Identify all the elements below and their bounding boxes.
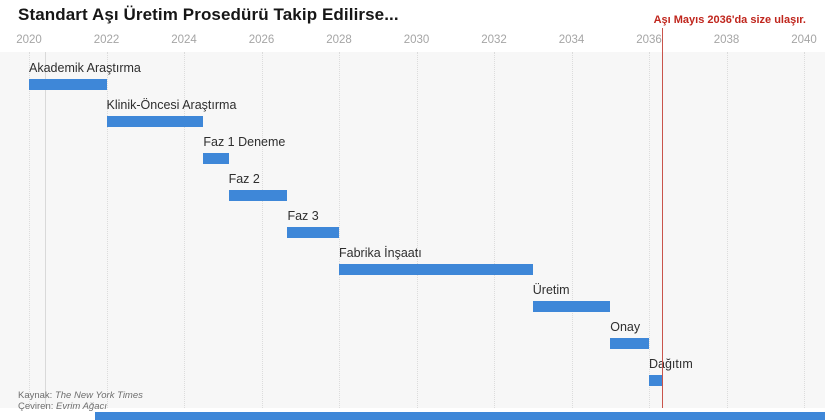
gridline-2038 <box>726 52 728 408</box>
task-bar <box>339 264 533 275</box>
task-bar <box>29 79 107 90</box>
task-bar <box>532 301 611 312</box>
gridline-2034 <box>571 52 573 408</box>
translator-label: Çeviren: <box>18 400 57 412</box>
task-label: Akademik Araştırma <box>29 61 141 75</box>
gridline-2024 <box>184 52 185 408</box>
gridline-2028 <box>339 52 340 408</box>
gridline-2032 <box>494 52 495 408</box>
task-label: Üretim <box>532 283 570 297</box>
gridline-2026 <box>261 52 263 408</box>
axis-tick-2036: 2036 <box>636 34 662 46</box>
task-label: Onay <box>610 320 641 334</box>
translator-line: Çeviren: Evrim Ağacı <box>18 400 143 413</box>
gridline-2040 <box>804 52 805 408</box>
axis-tick-2038: 2038 <box>713 34 740 46</box>
axis-tick-2040: 2040 <box>791 34 817 46</box>
plot-area: Akademik Araştırma Klinik-Öncesi Araştırm… <box>0 52 825 408</box>
axis-tick-2034: 2034 <box>558 34 585 46</box>
task-label: Fabrika İnşaatı <box>339 246 422 260</box>
deadline-annotation: Aşı Mayıs 2036'da size ulaşır. <box>653 14 806 26</box>
task-label: Faz 2 <box>228 172 260 186</box>
axis-tick-2022: 2022 <box>93 34 120 46</box>
translator-name: Evrim Ağacı <box>56 400 107 412</box>
task-bar <box>203 153 229 164</box>
axis-tick-2024: 2024 <box>171 34 197 46</box>
axis-tick-2020: 2020 <box>16 34 42 46</box>
axis-tick-2030: 2030 <box>403 34 430 46</box>
task-bar <box>649 375 662 386</box>
axis-tick-2026: 2026 <box>248 34 275 46</box>
chart-title: Standart Aşı Üretim Prosedürü Takip Edil… <box>18 5 399 24</box>
task-label: Faz 1 Deneme <box>203 135 286 149</box>
source-name: The New York Times <box>54 390 143 401</box>
task-bar <box>228 190 288 201</box>
source-note: Kaynak: The New York Times Çeviren: Evri… <box>18 390 143 413</box>
task-bar <box>610 338 649 349</box>
gridline-2030 <box>416 52 418 408</box>
task-bar <box>106 116 204 127</box>
next-chart-partial-bar <box>94 412 825 420</box>
gridline-2036 <box>649 52 650 408</box>
task-label: Klinik-Öncesi Araştırma <box>106 98 237 112</box>
task-label: Faz 3 <box>287 209 319 223</box>
axis-tick-2028: 2028 <box>326 34 352 46</box>
source-line: Kaynak: The New York Times <box>18 390 143 402</box>
task-label: Dağıtım <box>649 357 693 371</box>
today-marker-line <box>44 52 46 408</box>
task-bar <box>287 227 339 238</box>
deadline-marker-line <box>661 28 664 408</box>
gridline-2022 <box>106 52 108 408</box>
gridline-2020 <box>29 52 30 408</box>
source-label: Kaynak: <box>18 390 55 401</box>
axis-tick-2032: 2032 <box>481 34 507 46</box>
